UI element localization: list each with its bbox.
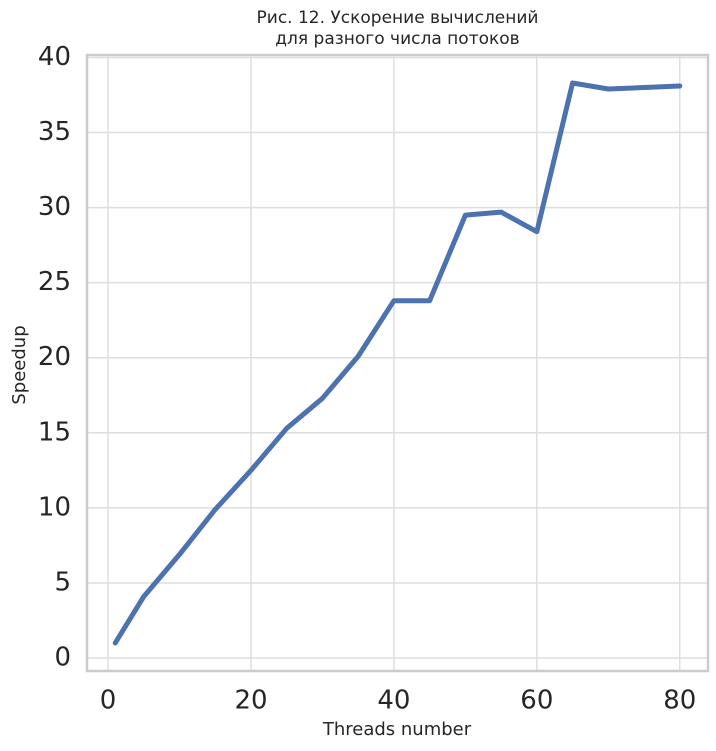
x-tick-label: 80: [663, 686, 696, 716]
data-line: [112, 80, 683, 646]
x-tick-label: 40: [377, 686, 410, 716]
x-tick-label: 60: [520, 686, 553, 716]
y-tick-label: 10: [38, 492, 71, 522]
plot-frame: [85, 53, 710, 673]
y-tick-label: 25: [38, 267, 71, 297]
chart-title: Рис. 12. Ускорение вычислений для разног…: [256, 8, 539, 49]
y-tick-label: 5: [54, 567, 71, 597]
y-tick-label: 15: [38, 417, 71, 447]
y-axis-label: Speedup: [9, 325, 30, 404]
y-tick-label: 20: [38, 342, 71, 372]
y-tick-label: 40: [38, 42, 71, 72]
x-axis-label: Threads number: [322, 719, 472, 740]
y-tick-label: 0: [54, 643, 71, 673]
x-tick-label: 20: [234, 686, 267, 716]
y-tick-label: 35: [38, 117, 71, 147]
y-tick-label: 30: [38, 192, 71, 222]
x-tick-label: 0: [100, 686, 117, 716]
